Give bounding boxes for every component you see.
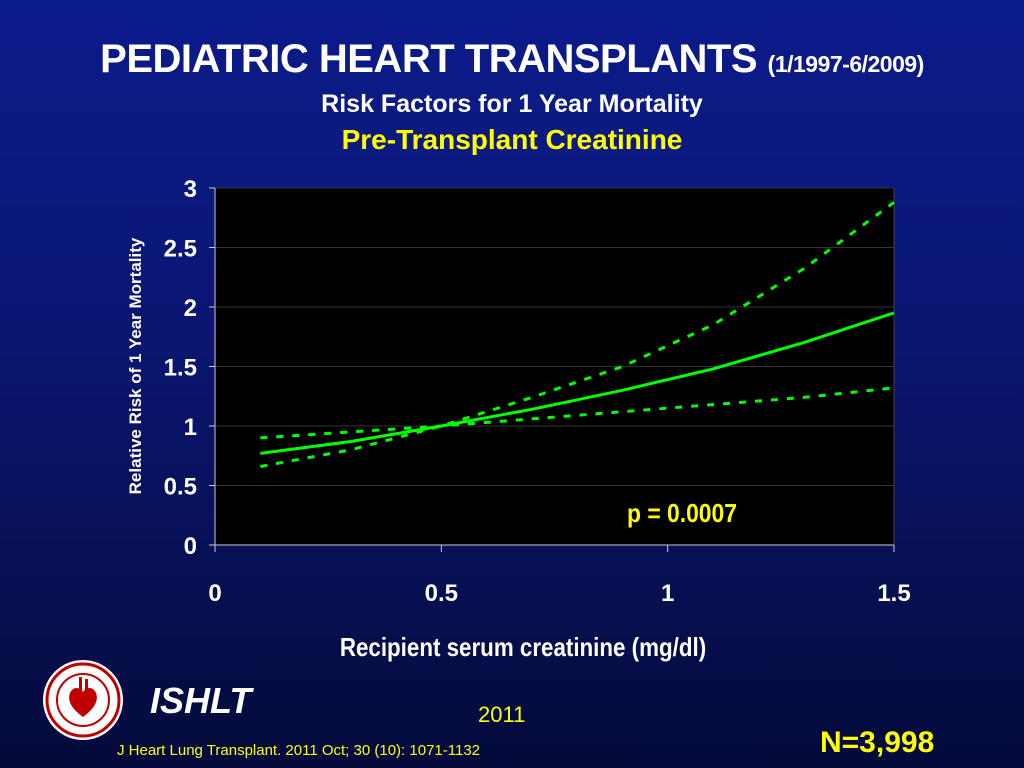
page-title: PEDIATRIC HEART TRANSPLANTS (1/1997-6/20…: [0, 36, 1024, 87]
y-axis-label: Relative Risk of 1 Year Mortality: [126, 237, 145, 494]
x-tick-label: 0.5: [425, 580, 458, 607]
ishlt-seal-logo: [43, 660, 123, 740]
y-tick-label: 0: [184, 533, 197, 560]
series-line-confidence-bound: [260, 201, 895, 468]
citation: J Heart Lung Transplant. 2011 Oct; 30 (1…: [117, 742, 481, 759]
y-tick-label: 2: [184, 295, 197, 322]
x-tick-label: 0: [208, 580, 221, 607]
y-tick-label: 1.5: [164, 355, 197, 382]
sample-size: N=3,998: [820, 726, 935, 759]
x-tick-label: 1.5: [877, 580, 910, 607]
y-tick-label: 3: [184, 176, 197, 203]
series-line-confidence-bound: [260, 386, 895, 440]
p-value-annotation: p = 0.0007: [627, 500, 737, 529]
y-tick-label: 1: [184, 414, 197, 441]
x-tick-label: 1: [661, 580, 674, 607]
x-axis-label: Recipient serum creatinine (mg/dl): [340, 633, 706, 662]
series-line-estimate: [260, 311, 895, 455]
y-tick-label: 2.5: [164, 236, 197, 263]
title-main: PEDIATRIC HEART TRANSPLANTS: [100, 37, 758, 81]
org-name: ISHLT: [150, 680, 252, 721]
year-label: 2011: [478, 702, 526, 727]
chart-title: Pre-Transplant Creatinine: [341, 124, 683, 155]
y-tick-label: 0.5: [164, 474, 197, 501]
title-dates: (1/1997-6/2009): [767, 51, 925, 77]
page-subtitle: Risk Factors for 1 Year Mortality: [321, 90, 703, 118]
